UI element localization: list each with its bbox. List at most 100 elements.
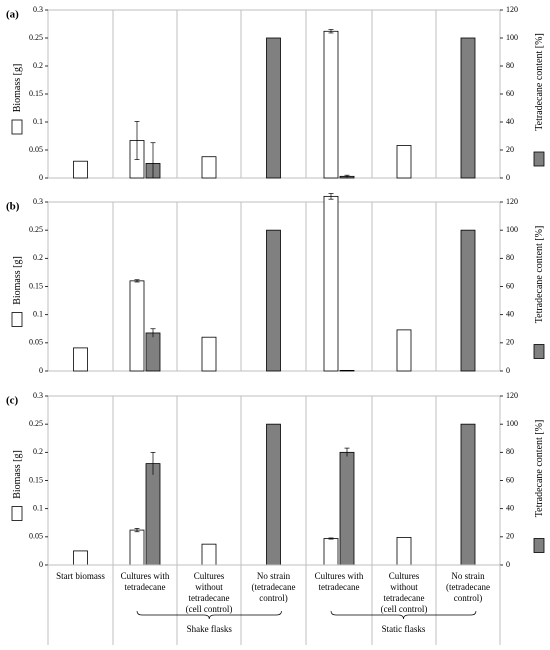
left-tick-label: 0.3 [33, 5, 43, 14]
bar-biomass [129, 529, 145, 566]
bar-biomass [73, 550, 88, 566]
left-axis-label: Biomass [g] [12, 64, 23, 113]
category-label: Cultures [194, 571, 225, 581]
group-label: Shake flasks [187, 624, 233, 634]
left-tick-label: 0.05 [29, 145, 43, 154]
left-tick-label: 0.1 [33, 117, 43, 126]
right-axis-label-group: Tetradecane content [%] [533, 420, 545, 553]
left-tick-label: 0.15 [29, 89, 43, 98]
left-tick-label: 0.3 [33, 197, 43, 206]
right-axis-label: Tetradecane content [%] [534, 226, 545, 324]
left-axis-label: Biomass [g] [12, 450, 23, 499]
left-tick-label: 0.15 [29, 475, 43, 484]
bar-biomass [201, 156, 217, 179]
category-label: tetradecane [125, 582, 166, 592]
category-label: tetradecane [319, 582, 360, 592]
category-label: No strain [451, 571, 485, 581]
bar-tetradecane [460, 423, 476, 566]
bar-biomass [396, 145, 412, 179]
left-axis-label-group: Biomass [g] [11, 256, 23, 327]
legend-swatch-tetradecane [533, 151, 545, 167]
left-tick-label: 0.05 [29, 532, 43, 541]
right-tick-label: 0 [506, 366, 510, 375]
category-label: (tetradecane [446, 582, 490, 592]
bar-tetradecane [145, 463, 161, 566]
left-tick-label: 0 [39, 366, 43, 375]
bar-tetradecane [339, 369, 355, 372]
left-axis-label-group: Biomass [g] [11, 450, 23, 521]
left-tick-label: 0.25 [29, 33, 43, 42]
left-tick-label: 0.05 [29, 338, 43, 347]
right-axis-label: Tetradecane content [%] [534, 420, 545, 518]
right-tick-label: 60 [506, 89, 514, 98]
right-tick-label: 20 [506, 145, 514, 154]
category-label: control) [259, 593, 288, 603]
right-tick-label: 100 [506, 33, 518, 42]
left-tick-label: 0.2 [33, 447, 43, 456]
right-tick-label: 120 [506, 197, 518, 206]
bar-tetradecane [460, 229, 476, 372]
right-tick-label: 100 [506, 225, 518, 234]
right-tick-label: 80 [506, 447, 514, 456]
bar-tetradecane [266, 229, 281, 372]
left-tick-label: 0.1 [33, 503, 43, 512]
bar-tetradecane [266, 37, 281, 179]
panel-label: (b) [6, 201, 20, 213]
bar-biomass [73, 160, 88, 179]
bar-biomass [201, 336, 217, 372]
bar-biomass [396, 536, 412, 566]
category-label: No strain [257, 571, 291, 581]
group-brace [330, 610, 477, 620]
right-tick-label: 80 [506, 61, 514, 70]
right-tick-label: 60 [506, 281, 514, 290]
right-axis-label-group: Tetradecane content [%] [533, 226, 545, 359]
left-tick-label: 0.1 [33, 309, 43, 318]
right-tick-label: 0 [506, 560, 510, 569]
right-tick-label: 100 [506, 419, 518, 428]
legend-swatch-tetradecane [533, 538, 545, 553]
group-brace [136, 610, 282, 620]
bar-tetradecane [266, 423, 281, 566]
bar-tetradecane [339, 451, 355, 566]
legend-swatch-biomass [11, 312, 23, 327]
category-label: (tetradecane [252, 582, 296, 592]
category-label: Start biomass [56, 571, 105, 581]
right-tick-label: 60 [506, 475, 514, 484]
right-tick-label: 40 [506, 309, 514, 318]
category-label: Cultures with [121, 571, 170, 581]
right-tick-label: 20 [506, 338, 514, 347]
left-tick-label: 0.2 [33, 253, 43, 262]
right-tick-label: 120 [506, 5, 518, 14]
bar-biomass [73, 347, 88, 372]
category-label: tetradecane [189, 593, 230, 603]
panel-label: (c) [6, 395, 19, 407]
right-tick-label: 80 [506, 253, 514, 262]
bar-biomass [201, 543, 217, 566]
bar-biomass [323, 30, 339, 179]
right-axis-label-group: Tetradecane content [%] [533, 33, 545, 167]
left-tick-label: 0.3 [33, 391, 43, 400]
left-tick-label: 0.25 [29, 419, 43, 428]
panel-label: (a) [6, 9, 19, 21]
group-label: Static flasks [382, 624, 426, 634]
left-axis-label: Biomass [g] [12, 256, 23, 305]
left-tick-label: 0.2 [33, 61, 43, 70]
right-tick-label: 40 [506, 503, 514, 512]
bar-biomass [129, 280, 145, 372]
right-tick-label: 120 [506, 391, 518, 400]
right-tick-label: 20 [506, 532, 514, 541]
bar-tetradecane [460, 37, 476, 179]
left-axis-label-group: Biomass [g] [11, 64, 23, 135]
category-label: without [390, 582, 418, 592]
category-label: (cell control) [186, 604, 233, 614]
legend-swatch-biomass [11, 506, 23, 521]
legend-swatch-biomass [11, 119, 23, 135]
category-label: (cell control) [381, 604, 428, 614]
legend-swatch-tetradecane [533, 344, 545, 359]
right-axis-label: Tetradecane content [%] [534, 33, 545, 131]
category-label: Cultures [389, 571, 420, 581]
category-label: without [195, 582, 223, 592]
left-tick-label: 0 [39, 560, 43, 569]
category-label: control) [454, 593, 483, 603]
